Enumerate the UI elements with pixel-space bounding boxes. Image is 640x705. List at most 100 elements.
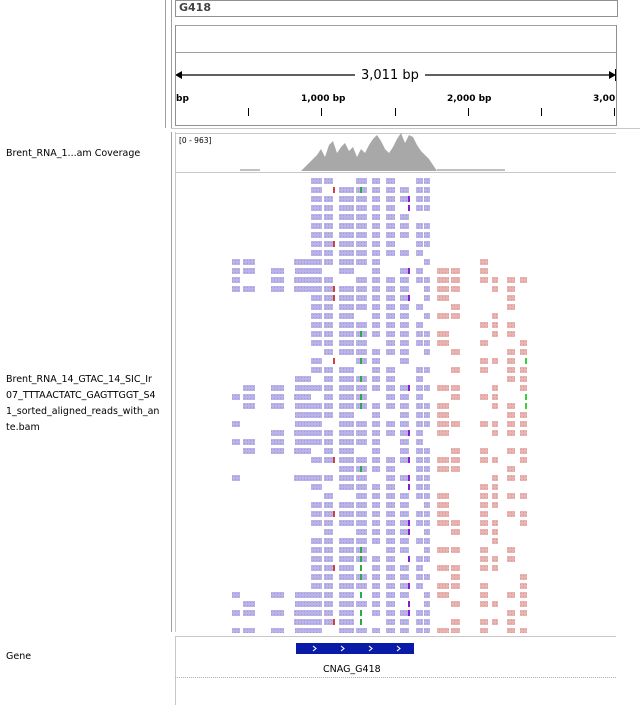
aligned-read <box>424 421 430 427</box>
aligned-read <box>271 592 284 598</box>
aligned-read <box>271 394 284 400</box>
aligned-read <box>324 556 333 562</box>
aligned-read <box>386 223 395 229</box>
aligned-read <box>311 430 322 436</box>
aligned-read <box>243 610 255 616</box>
aligned-read <box>324 619 333 625</box>
aligned-read <box>424 502 430 508</box>
aligned-read <box>372 349 380 355</box>
aligned-read <box>356 223 367 229</box>
coverage-track-name[interactable]: Brent_RNA_1...am Coverage <box>6 148 141 159</box>
mismatch-mark <box>333 619 335 625</box>
aligned-read <box>520 277 527 283</box>
mismatch-mark <box>408 457 410 463</box>
aligned-read <box>324 574 333 580</box>
aligned-read <box>295 439 311 445</box>
aligned-read <box>400 286 409 292</box>
aligned-read <box>416 493 423 499</box>
aligned-read <box>424 232 430 238</box>
aligned-read <box>520 628 527 633</box>
aligned-read <box>311 592 322 598</box>
aligned-read <box>507 277 515 283</box>
aligned-read <box>520 421 527 427</box>
mismatch-mark <box>333 457 335 463</box>
aligned-read <box>232 439 240 445</box>
aligned-read <box>386 187 395 193</box>
mismatch-mark <box>360 331 362 337</box>
aligned-read <box>400 529 409 535</box>
aligned-read <box>339 475 354 481</box>
aligned-read <box>356 493 367 499</box>
aligned-read <box>400 295 409 301</box>
aligned-read <box>295 403 311 409</box>
aligned-read <box>400 187 409 193</box>
mismatch-mark <box>408 268 410 274</box>
gene-track-name[interactable]: Gene <box>6 651 32 662</box>
track-name-line: 07_TTTAACTATC_GAGTTGGT_S4 <box>6 390 156 401</box>
aligned-read <box>386 313 395 319</box>
aligned-read <box>339 628 354 633</box>
aligned-read <box>451 583 460 589</box>
aligned-read <box>356 286 367 292</box>
mismatch-mark <box>408 430 410 436</box>
gene-feature-label: CNAG_G418 <box>323 664 381 675</box>
aligned-read <box>416 628 423 633</box>
aligned-read <box>437 421 449 427</box>
aligned-read <box>295 421 311 427</box>
aligned-read <box>324 520 333 526</box>
aligned-read <box>271 448 284 454</box>
aligned-read <box>311 475 322 481</box>
aligned-read <box>437 592 449 598</box>
aligned-read <box>416 583 423 589</box>
alignment-reads[interactable] <box>175 173 616 633</box>
aligned-read <box>372 556 380 562</box>
coverage-plot[interactable] <box>175 133 616 173</box>
alignment-track-name[interactable]: Brent_RNA_14_GTAC_14_SIC_Ir 07_TTTAACTAT… <box>6 372 168 436</box>
aligned-read <box>416 241 423 247</box>
aligned-read <box>520 457 527 463</box>
aligned-read <box>424 475 430 481</box>
aligned-read <box>372 466 380 472</box>
mismatch-mark <box>360 556 362 562</box>
aligned-read <box>416 367 423 373</box>
aligned-read <box>400 493 409 499</box>
aligned-read <box>324 502 333 508</box>
aligned-read <box>400 421 409 427</box>
aligned-read <box>507 547 515 553</box>
mismatch-mark <box>525 358 527 364</box>
aligned-read <box>311 484 322 490</box>
aligned-read <box>324 430 333 436</box>
aligned-read <box>451 466 460 472</box>
aligned-read <box>311 511 322 517</box>
aligned-read <box>324 583 333 589</box>
mismatch-mark <box>360 394 362 400</box>
aligned-read <box>372 331 380 337</box>
aligned-read <box>400 232 409 238</box>
aligned-read <box>372 268 380 274</box>
aligned-read <box>311 340 322 346</box>
aligned-read <box>424 484 430 490</box>
mismatch-mark <box>333 187 335 193</box>
aligned-read <box>424 547 430 553</box>
aligned-read <box>437 547 449 553</box>
chromosome-dropdown[interactable] <box>175 0 618 17</box>
aligned-read <box>324 349 333 355</box>
gene-feature[interactable] <box>296 643 414 654</box>
aligned-read <box>311 412 322 418</box>
aligned-read <box>492 493 498 499</box>
aligned-read <box>339 331 354 337</box>
aligned-read <box>520 430 527 436</box>
aligned-read <box>232 610 240 616</box>
aligned-read <box>424 385 430 391</box>
chromosome-ideogram[interactable] <box>175 25 616 53</box>
aligned-read <box>311 628 322 633</box>
aligned-read <box>424 529 430 535</box>
aligned-read <box>372 286 380 292</box>
aligned-read <box>400 340 409 346</box>
aligned-read <box>243 259 255 265</box>
aligned-read <box>386 619 395 625</box>
aligned-read <box>372 214 380 220</box>
aligned-read <box>339 583 354 589</box>
aligned-read <box>356 385 367 391</box>
aligned-read <box>400 511 409 517</box>
